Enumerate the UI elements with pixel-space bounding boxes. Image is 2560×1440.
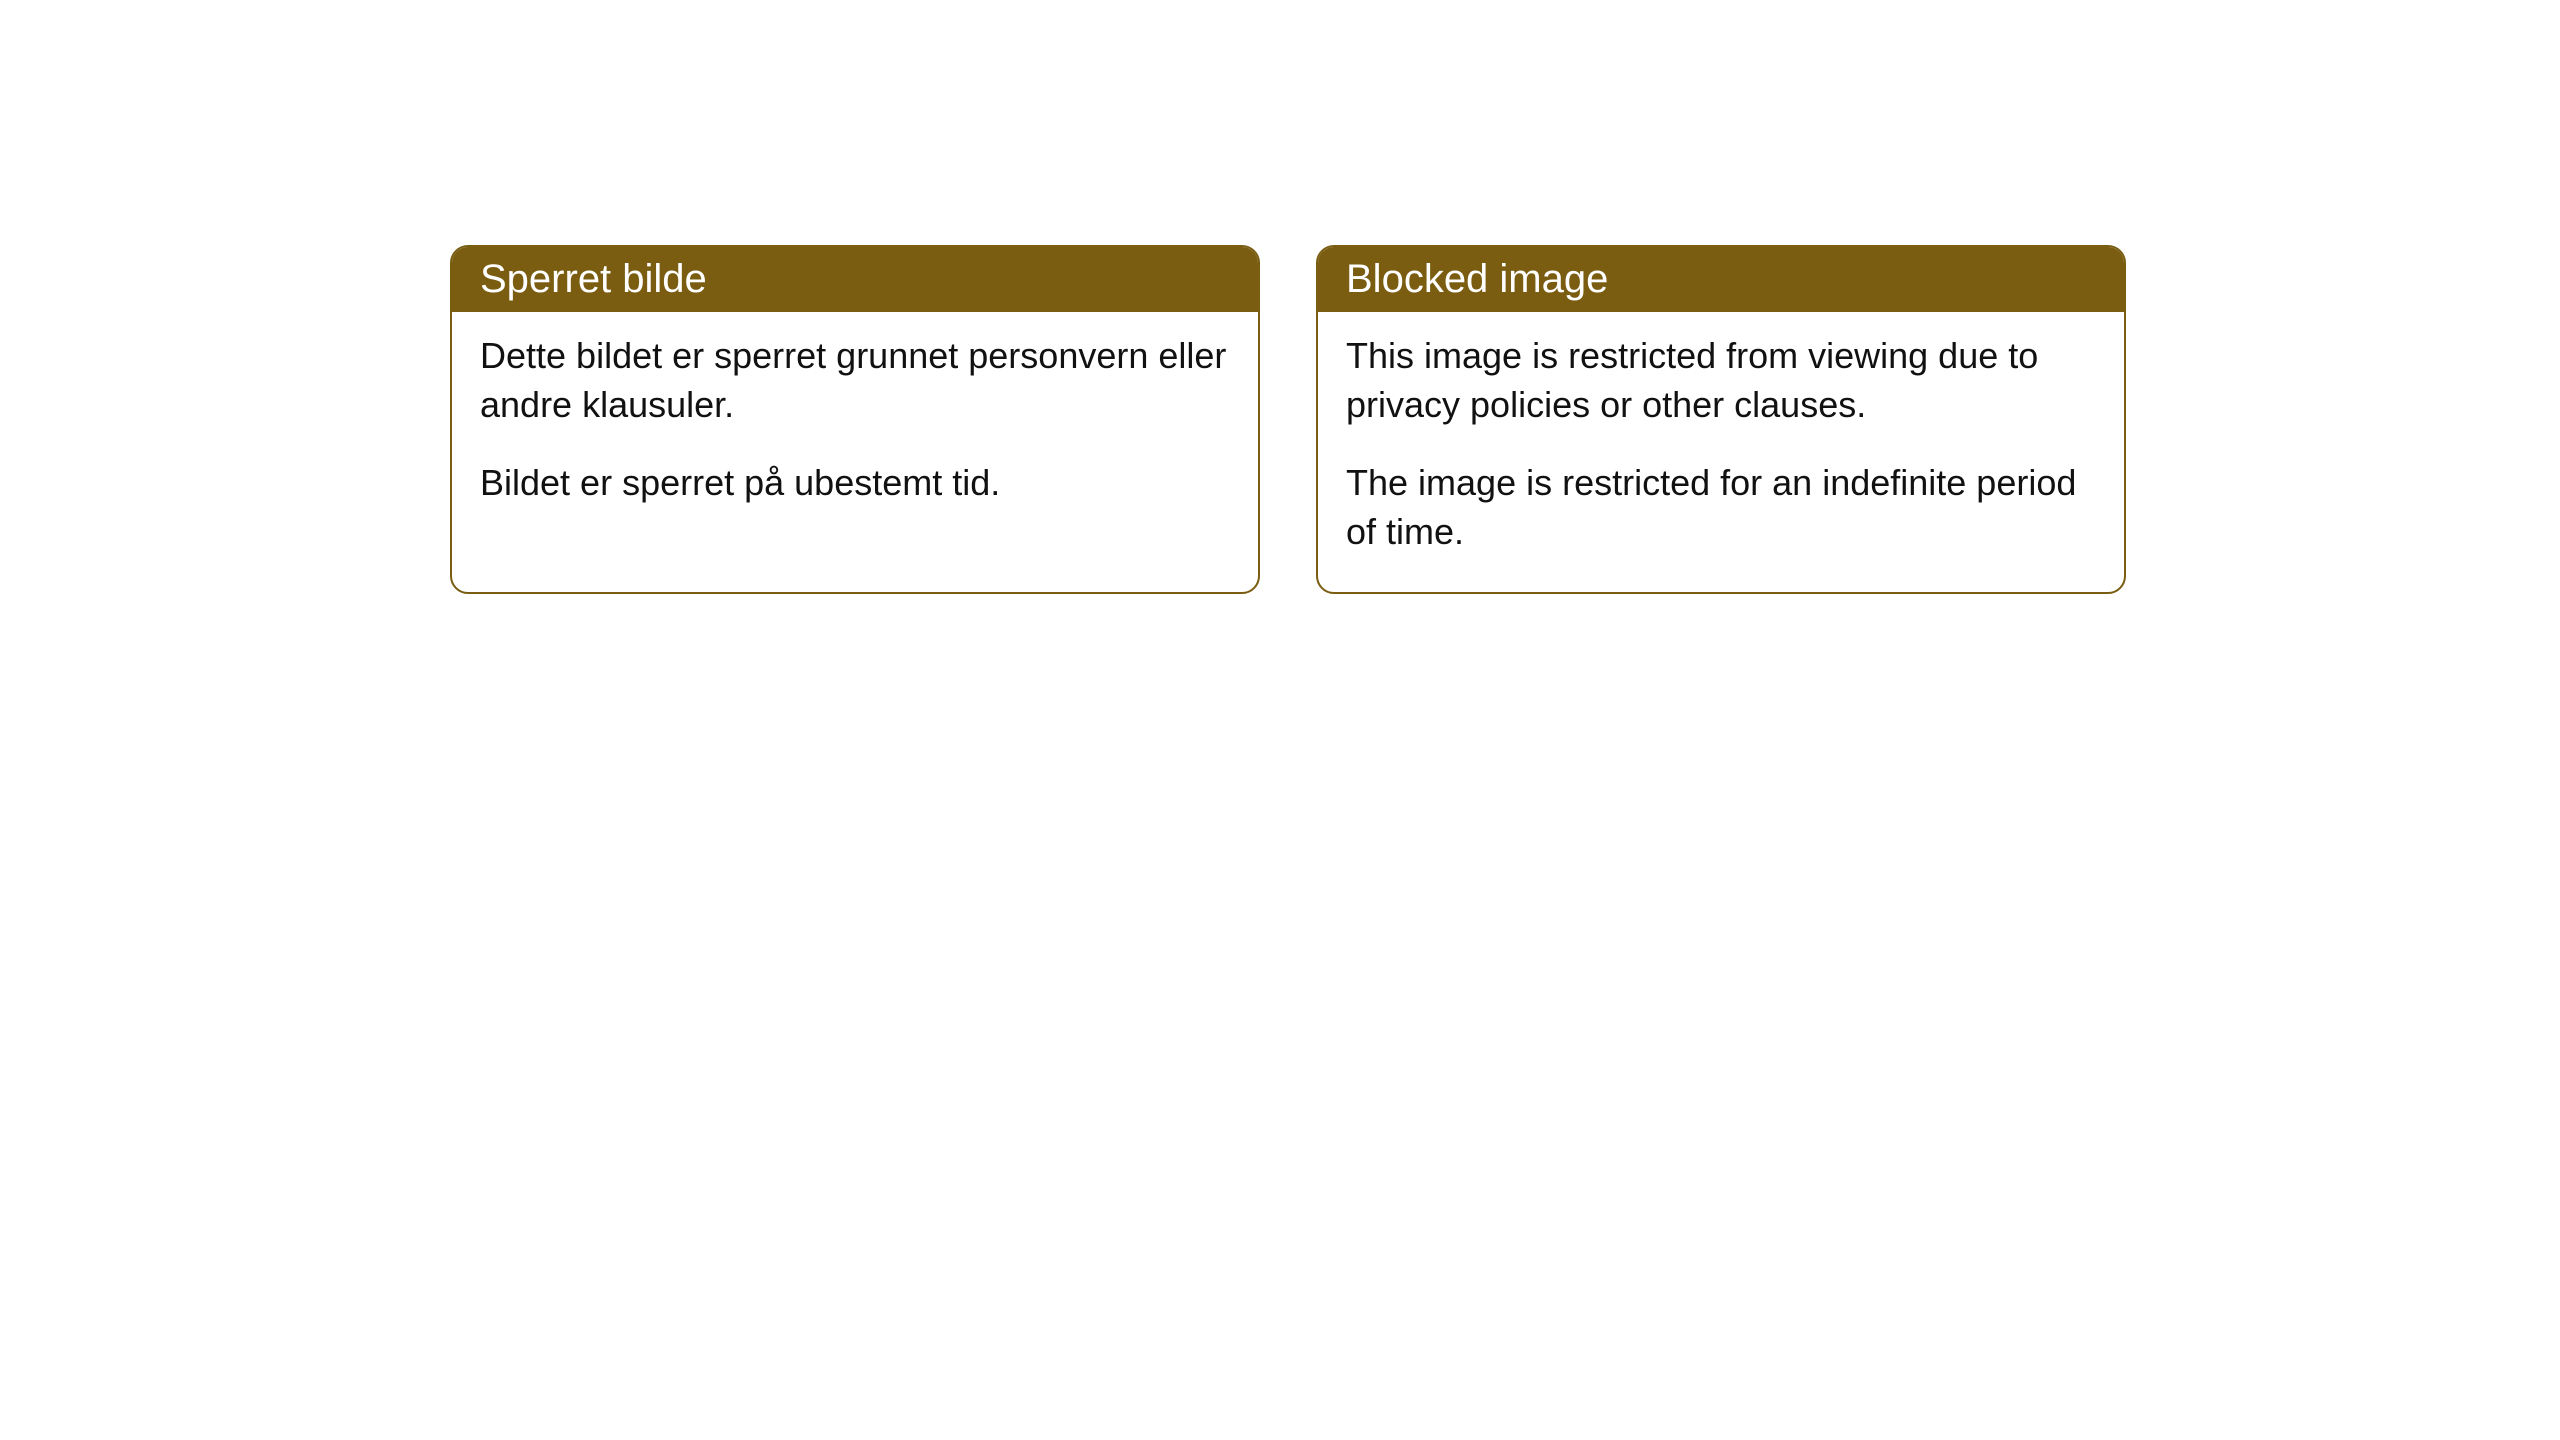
cards-container: Sperret bilde Dette bildet er sperret gr… xyxy=(0,0,2560,594)
card-norwegian: Sperret bilde Dette bildet er sperret gr… xyxy=(450,245,1260,594)
card-body: Dette bildet er sperret grunnet personve… xyxy=(452,312,1258,544)
card-paragraph: Bildet er sperret på ubestemt tid. xyxy=(480,459,1230,508)
card-header: Blocked image xyxy=(1318,247,2124,312)
card-paragraph: This image is restricted from viewing du… xyxy=(1346,332,2096,429)
card-paragraph: Dette bildet er sperret grunnet personve… xyxy=(480,332,1230,429)
card-english: Blocked image This image is restricted f… xyxy=(1316,245,2126,594)
card-body: This image is restricted from viewing du… xyxy=(1318,312,2124,592)
card-paragraph: The image is restricted for an indefinit… xyxy=(1346,459,2096,556)
card-header: Sperret bilde xyxy=(452,247,1258,312)
